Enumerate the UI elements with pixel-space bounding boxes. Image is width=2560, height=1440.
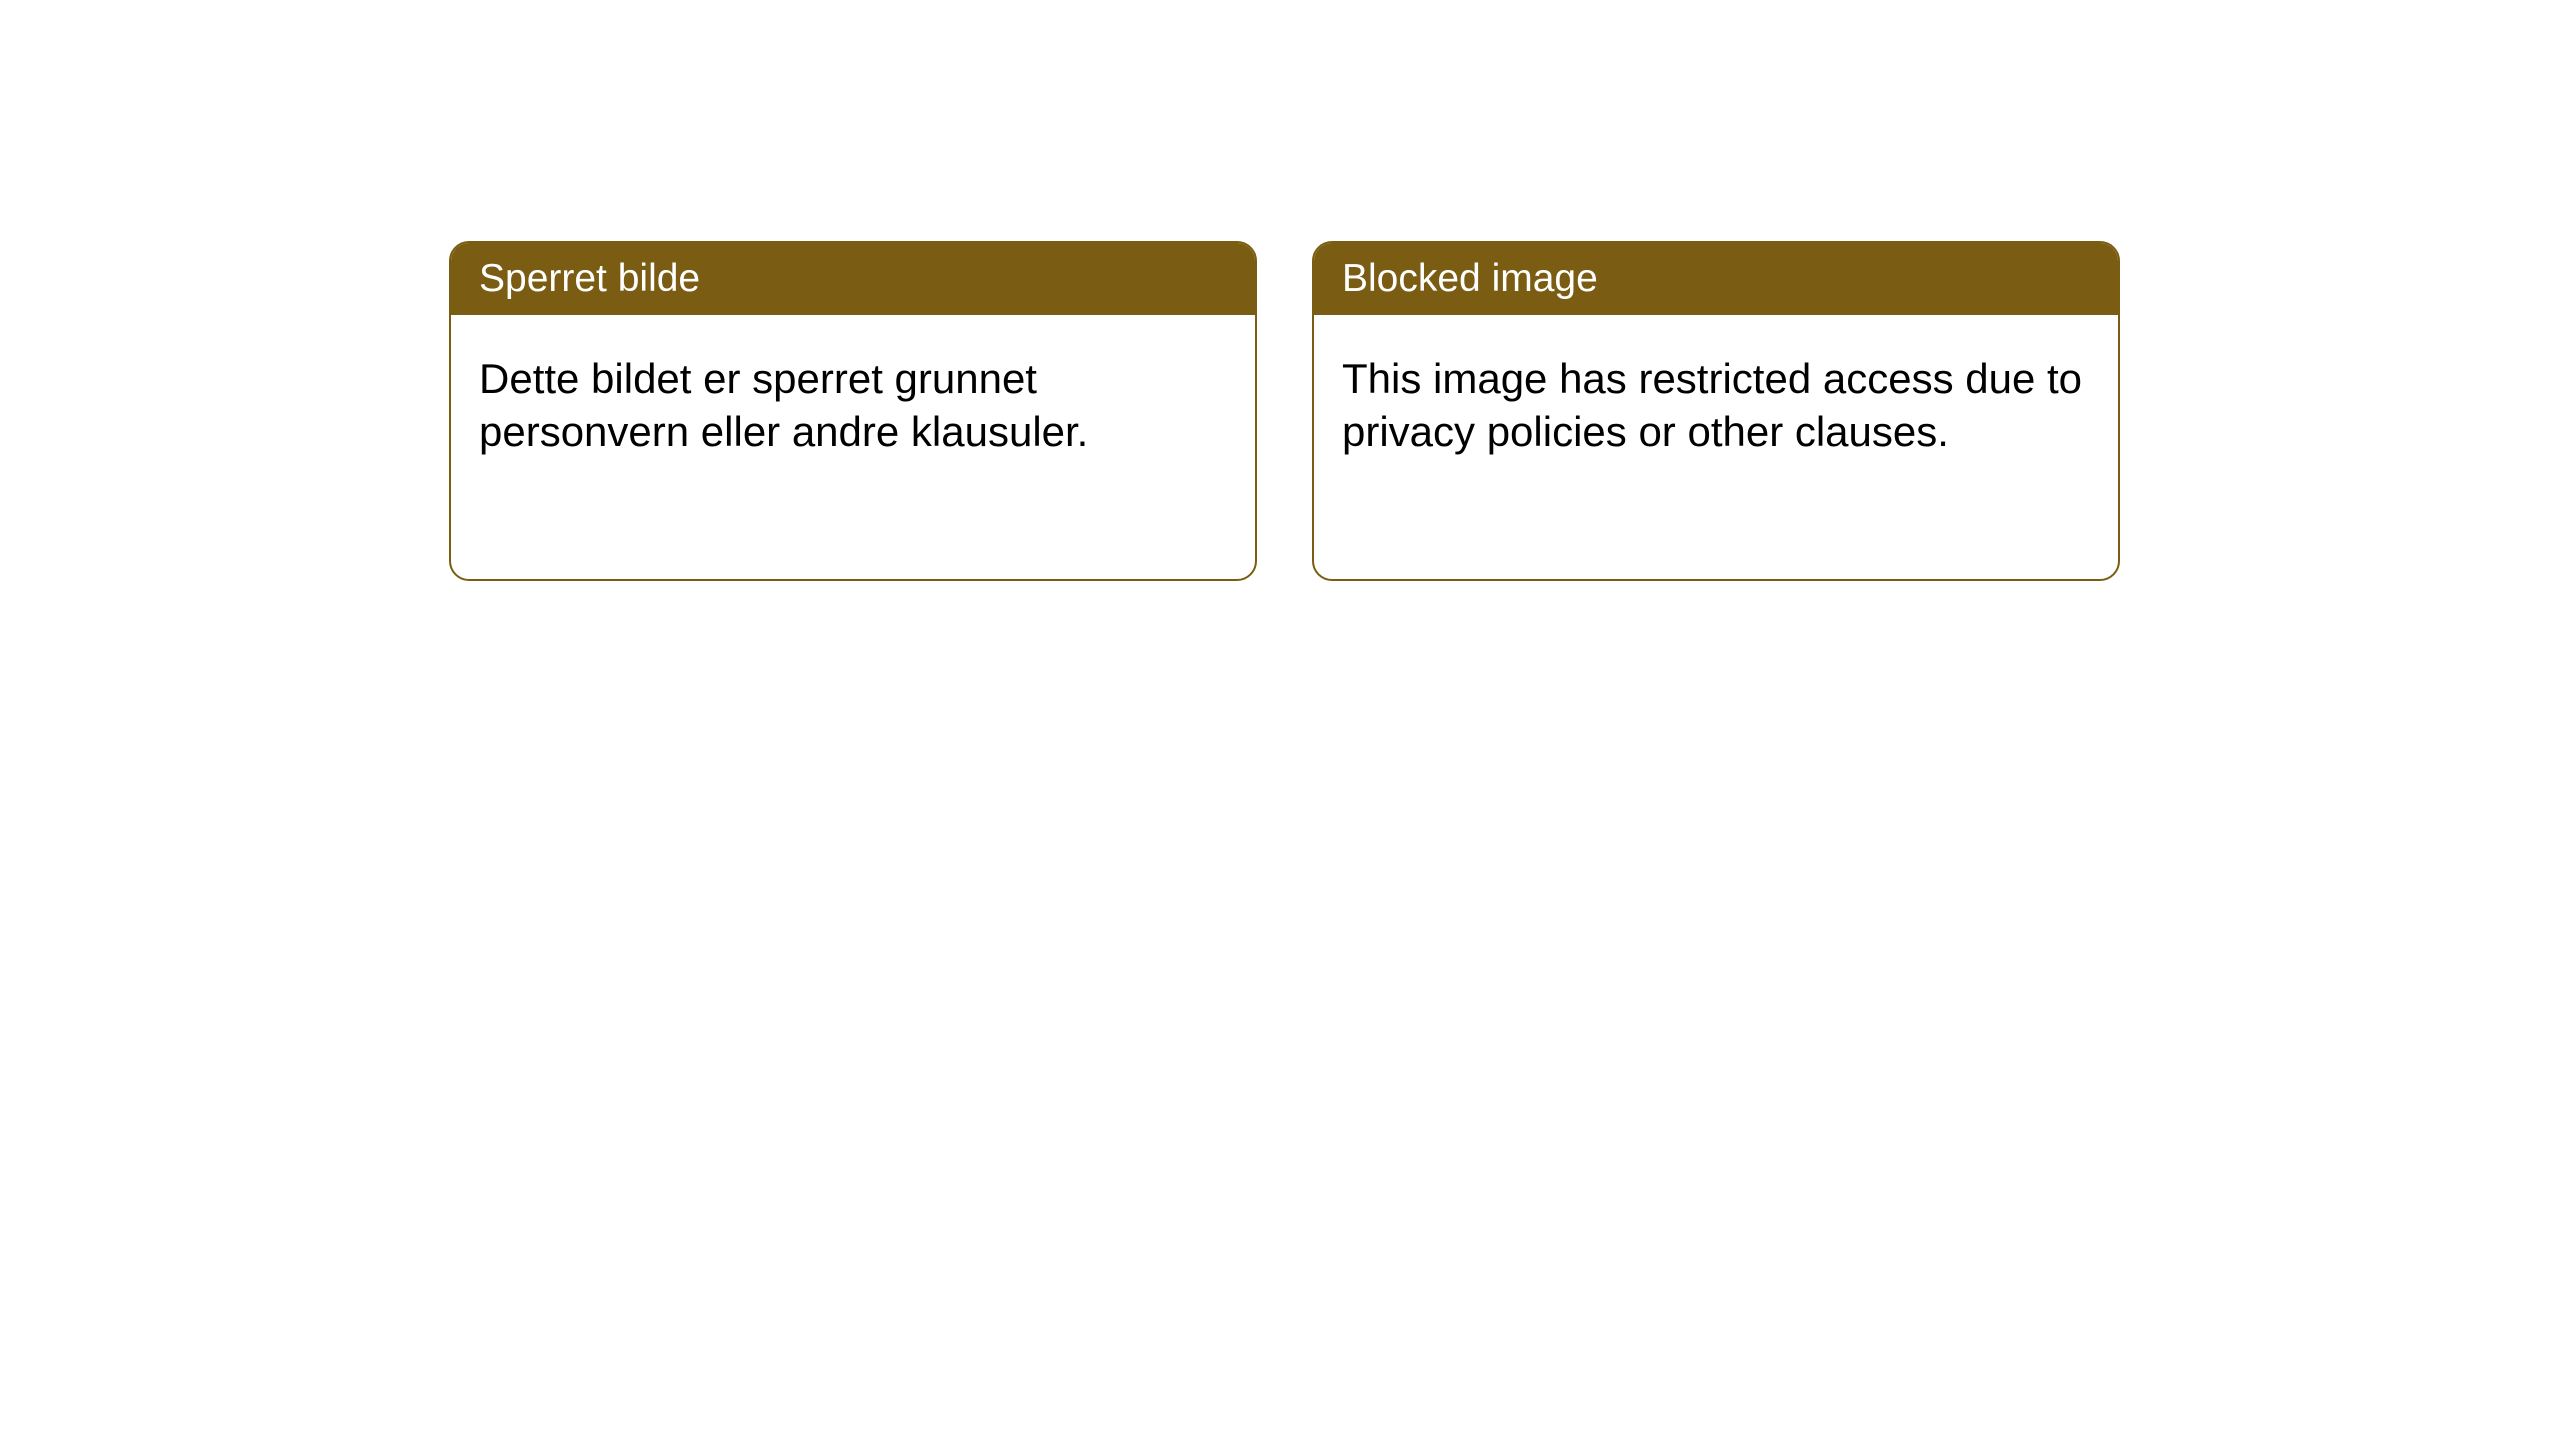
notice-card-header: Blocked image	[1314, 243, 2118, 315]
notice-card-title: Sperret bilde	[479, 257, 700, 300]
notice-card-body: Dette bildet er sperret grunnet personve…	[451, 315, 1255, 496]
notice-card-norwegian: Sperret bilde Dette bildet er sperret gr…	[449, 241, 1257, 581]
notice-card-body-text: This image has restricted access due to …	[1342, 355, 2082, 455]
notice-card-english: Blocked image This image has restricted …	[1312, 241, 2120, 581]
notice-card-header: Sperret bilde	[451, 243, 1255, 315]
notice-container: Sperret bilde Dette bildet er sperret gr…	[0, 0, 2560, 581]
notice-card-body: This image has restricted access due to …	[1314, 315, 2118, 496]
notice-card-title: Blocked image	[1342, 257, 1598, 300]
notice-card-body-text: Dette bildet er sperret grunnet personve…	[479, 355, 1088, 455]
